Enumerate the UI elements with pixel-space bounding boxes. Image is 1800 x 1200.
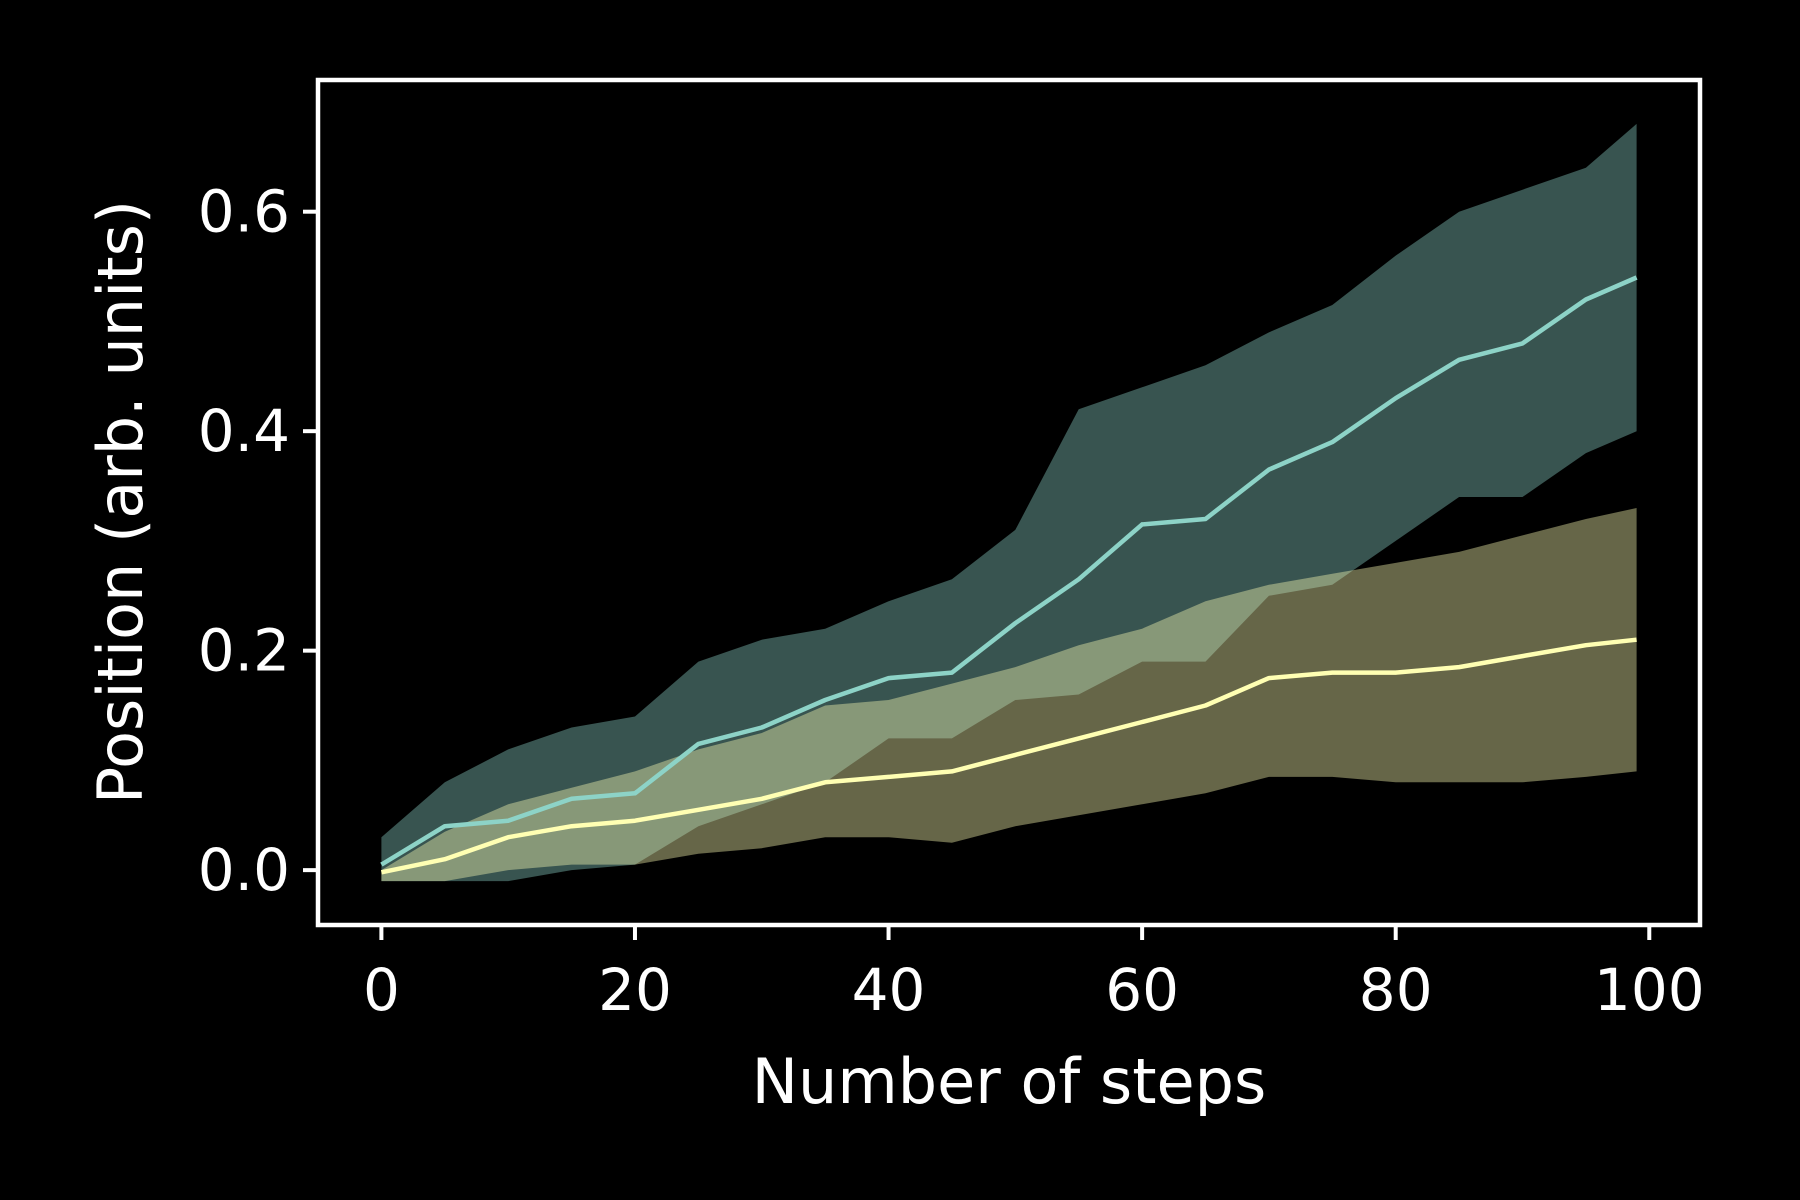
x-tick-label: 20 bbox=[598, 956, 672, 1024]
x-axis-ticks: 0 20 40 60 80 100 bbox=[363, 925, 1705, 1024]
y-tick-label: 0.2 bbox=[198, 617, 290, 685]
x-axis-label: Number of steps bbox=[752, 1045, 1267, 1118]
y-tick-label: 0.0 bbox=[198, 836, 290, 904]
series-0-line bbox=[380, 275, 1638, 867]
series-1-band bbox=[381, 508, 1637, 882]
y-tick-label: 0.6 bbox=[198, 178, 290, 246]
plot-frame bbox=[315, 77, 1703, 928]
x-tick-label: 0 bbox=[363, 956, 400, 1024]
mean-lines bbox=[380, 275, 1638, 875]
y-axis-ticks: 0.0 0.2 0.4 0.6 bbox=[198, 178, 318, 904]
x-tick-label: 60 bbox=[1105, 956, 1179, 1024]
series-0-band bbox=[381, 123, 1637, 882]
y-axis-label: Position (arb. units) bbox=[84, 200, 157, 804]
series-1-line bbox=[380, 637, 1637, 875]
x-tick-label: 100 bbox=[1594, 956, 1705, 1024]
x-tick-label: 80 bbox=[1359, 956, 1433, 1024]
y-tick-label: 0.4 bbox=[198, 397, 290, 465]
confidence-bands bbox=[381, 123, 1637, 882]
x-tick-label: 40 bbox=[852, 956, 926, 1024]
